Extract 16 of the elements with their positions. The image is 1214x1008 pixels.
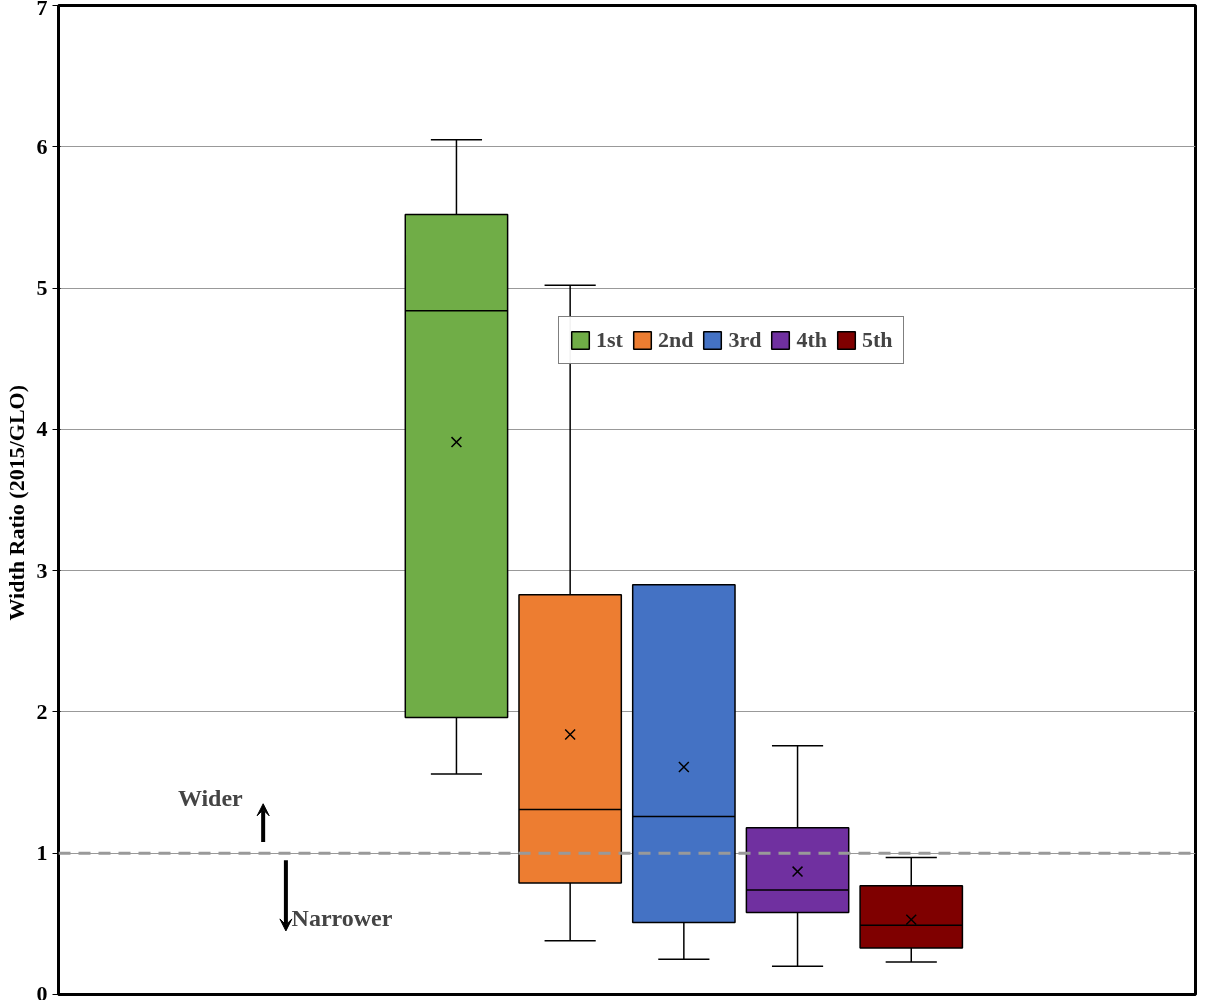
- legend-label: 5th: [861, 327, 893, 353]
- y-tick-label: 7: [36, 0, 48, 20]
- legend-label: 4th: [796, 327, 827, 353]
- annotation: Narrower: [291, 904, 393, 931]
- legend-label: 1st: [596, 327, 623, 353]
- y-axis-title: Width Ratio (2015/GLO): [3, 384, 29, 621]
- legend-label: 2nd: [657, 327, 694, 353]
- annotation: Wider: [177, 784, 244, 811]
- y-tick-label: 0: [36, 980, 48, 1006]
- legend-label: 3rd: [728, 327, 762, 353]
- y-tick-label: 4: [36, 416, 48, 442]
- y-tick-label: 5: [36, 275, 48, 301]
- y-tick-label: 1: [36, 840, 48, 866]
- y-tick-label: 2: [36, 698, 48, 724]
- y-tick-label: 3: [36, 557, 48, 583]
- y-tick-label: 6: [36, 133, 48, 159]
